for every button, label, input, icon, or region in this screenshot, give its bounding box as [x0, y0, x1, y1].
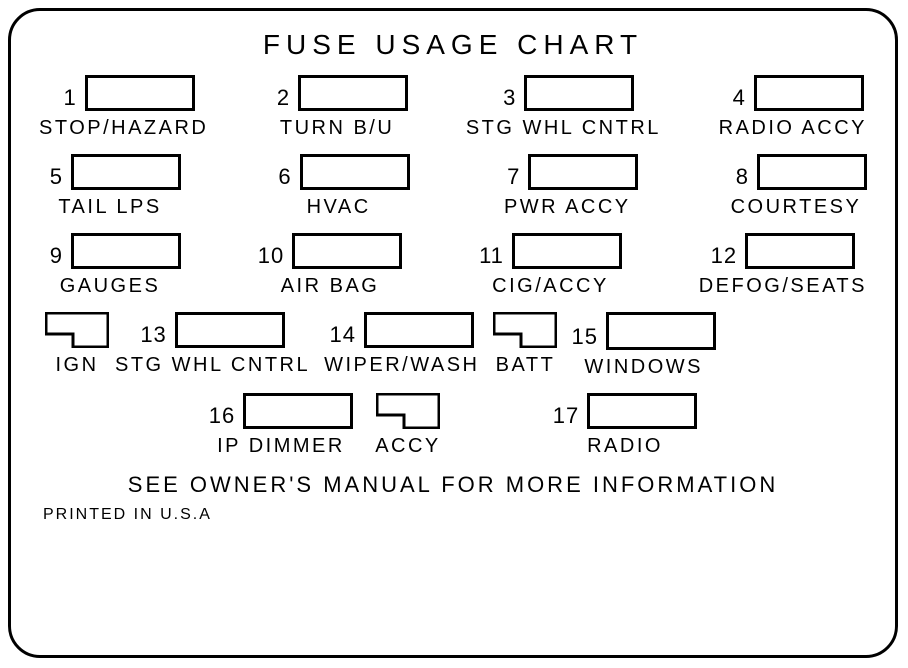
fuse-slot — [606, 312, 716, 350]
fuse-num: 14 — [330, 322, 356, 348]
footer-printed-usa: PRINTED IN U.S.A — [43, 506, 867, 524]
fuse-10: 10 AIR BAG — [258, 233, 402, 298]
fuse-num: 5 — [39, 164, 63, 190]
fuse-slot — [512, 233, 622, 269]
tab-label: ACCY — [375, 435, 441, 458]
fuse-slot — [243, 393, 353, 429]
fuse-num: 15 — [571, 324, 597, 350]
fuse-num: 13 — [140, 322, 166, 348]
footer-owners-manual: SEE OWNER'S MANUAL FOR MORE INFORMATION — [39, 472, 867, 498]
fuse-label: TAIL LPS — [58, 196, 161, 219]
fuse-3: 3 STG WHL CNTRL — [466, 75, 661, 140]
fuse-row-4: IGN 13 STG WHL CNTRL 14 WIPER/WASH BATT … — [39, 312, 867, 379]
fuse-12: 12 DEFOG/SEATS — [699, 233, 867, 298]
fuse-label: STG WHL CNTRL — [466, 117, 661, 140]
fuse-num: 8 — [725, 164, 749, 190]
fuse-slot — [754, 75, 864, 111]
fuse-num: 9 — [39, 243, 63, 269]
fuse-num: 17 — [553, 403, 579, 429]
fuse-label: WINDOWS — [584, 356, 703, 379]
fuse-row-1: 1 STOP/HAZARD 2 TURN B/U 3 STG WHL CNTRL… — [39, 75, 867, 140]
fuse-label: STG WHL CNTRL — [115, 354, 310, 377]
fuse-label: PWR ACCY — [504, 196, 631, 219]
tab-batt: BATT — [493, 312, 557, 377]
fuse-13: 13 STG WHL CNTRL — [115, 312, 310, 377]
fuse-8: 8 COURTESY — [725, 154, 867, 219]
fuse-slot — [524, 75, 634, 111]
fuse-label: DEFOG/SEATS — [699, 275, 867, 298]
fuse-label: COURTESY — [731, 196, 862, 219]
fuse-num: 2 — [266, 85, 290, 111]
fuse-label: RADIO — [587, 435, 663, 458]
fuse-6: 6 HVAC — [268, 154, 410, 219]
tab-shape-icon — [45, 312, 109, 348]
fuse-chart-panel: FUSE USAGE CHART 1 STOP/HAZARD 2 TURN B/… — [8, 8, 898, 658]
fuse-1: 1 STOP/HAZARD — [39, 75, 208, 140]
tab-accy: ACCY — [375, 393, 441, 458]
fuse-slot — [175, 312, 285, 348]
tab-ign: IGN — [45, 312, 109, 377]
fuse-row-3: 9 GAUGES 10 AIR BAG 11 CIG/ACCY 12 DEFOG… — [39, 233, 867, 298]
fuse-num: 11 — [479, 243, 504, 269]
fuse-label: WIPER/WASH — [324, 354, 479, 377]
fuse-label: STOP/HAZARD — [39, 117, 208, 140]
fuse-num: 12 — [711, 243, 737, 269]
fuse-9: 9 GAUGES — [39, 233, 181, 298]
chart-title: FUSE USAGE CHART — [39, 29, 867, 61]
fuse-5: 5 TAIL LPS — [39, 154, 181, 219]
fuse-num: 10 — [258, 243, 284, 269]
fuse-slot — [292, 233, 402, 269]
fuse-slot — [364, 312, 474, 348]
fuse-17: 17 RADIO — [553, 393, 697, 458]
fuse-label: CIG/ACCY — [492, 275, 609, 298]
fuse-label: TURN B/U — [280, 117, 394, 140]
tab-label: BATT — [496, 354, 556, 377]
fuse-num: 4 — [722, 85, 746, 111]
fuse-label: RADIO ACCY — [719, 117, 867, 140]
fuse-label: HVAC — [307, 196, 371, 219]
tab-shape-icon — [376, 393, 440, 429]
fuse-slot — [757, 154, 867, 190]
fuse-num: 3 — [492, 85, 516, 111]
fuse-num: 6 — [268, 164, 292, 190]
fuse-num: 16 — [209, 403, 235, 429]
fuse-11: 11 CIG/ACCY — [479, 233, 622, 298]
fuse-num: 7 — [496, 164, 520, 190]
fuse-14: 14 WIPER/WASH — [324, 312, 479, 377]
fuse-16: 16 IP DIMMER — [209, 393, 353, 458]
fuse-slot — [745, 233, 855, 269]
fuse-slot — [300, 154, 410, 190]
fuse-slot — [528, 154, 638, 190]
fuse-slot — [298, 75, 408, 111]
fuse-label: GAUGES — [60, 275, 161, 298]
fuse-num: 1 — [53, 85, 77, 111]
fuse-slot — [71, 154, 181, 190]
fuse-2: 2 TURN B/U — [266, 75, 408, 140]
fuse-4: 4 RADIO ACCY — [719, 75, 867, 140]
fuse-row-5: 16 IP DIMMER ACCY 17 RADIO — [39, 393, 867, 458]
fuse-15: 15 WINDOWS — [571, 312, 715, 379]
fuse-label: IP DIMMER — [217, 435, 345, 458]
fuse-slot — [587, 393, 697, 429]
fuse-slot — [71, 233, 181, 269]
fuse-row-2: 5 TAIL LPS 6 HVAC 7 PWR ACCY 8 COURTESY — [39, 154, 867, 219]
tab-shape-icon — [493, 312, 557, 348]
fuse-7: 7 PWR ACCY — [496, 154, 638, 219]
fuse-slot — [85, 75, 195, 111]
fuse-label: AIR BAG — [281, 275, 380, 298]
tab-label: IGN — [55, 354, 98, 377]
